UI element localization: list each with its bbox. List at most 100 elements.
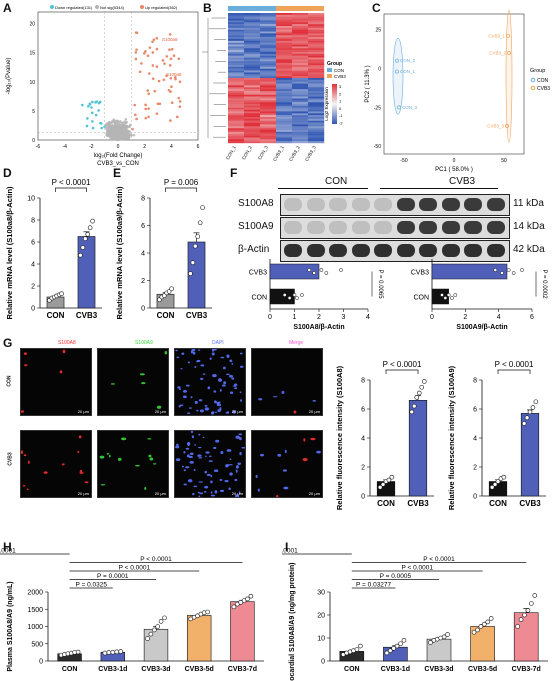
heatmap-cell <box>308 42 325 45</box>
heatmap-cell <box>308 63 325 66</box>
heatmap-cell <box>308 14 325 17</box>
wb-band <box>351 198 370 211</box>
heatmap-cell <box>260 59 277 62</box>
heatmap-cell <box>308 98 325 101</box>
x-tick-label: 4 <box>366 314 370 321</box>
heatmap-cell <box>228 63 245 66</box>
data-point <box>169 286 174 292</box>
cell-signal <box>210 411 215 415</box>
x-tick-label: 0 <box>268 314 272 321</box>
gene-point <box>97 101 101 105</box>
p-value: P = 0.0325 <box>75 582 107 589</box>
heatmap-cell <box>228 44 245 47</box>
heatmap-cell <box>228 81 245 84</box>
data-point <box>87 225 93 231</box>
scale-title: Log2 Expression <box>324 87 329 121</box>
cell-signal <box>187 361 190 364</box>
cell-signal <box>219 479 223 481</box>
wb-band <box>351 244 370 257</box>
y-tick-label: 1500 <box>27 607 43 614</box>
data-point <box>354 647 360 652</box>
heatmap-cell <box>292 100 309 103</box>
cell-signal <box>239 451 242 456</box>
heatmap-cell <box>292 115 309 118</box>
heatmap-cell <box>308 24 325 27</box>
x-axis-label: PC1 ( 58.0% ) <box>435 167 473 173</box>
data-point <box>411 403 417 409</box>
heatmap-cell <box>260 126 277 129</box>
heatmap-cell <box>244 46 261 49</box>
gene-point <box>87 104 90 108</box>
data-point <box>384 650 390 656</box>
plot-frame <box>383 13 525 155</box>
wb-band <box>306 198 325 211</box>
heatmap-cell <box>260 137 277 140</box>
cell-signal <box>211 352 215 356</box>
gene-point <box>168 33 172 36</box>
gene-point <box>110 136 114 140</box>
heatmap-cell <box>228 76 245 79</box>
heatmap-cell <box>228 40 245 43</box>
heatmap-cell <box>228 50 245 53</box>
cell-signal <box>176 443 179 447</box>
heatmap-cell <box>276 53 293 56</box>
cell-signal <box>226 354 230 358</box>
heatmap-cell <box>260 31 277 34</box>
cell-signal <box>220 356 225 359</box>
heatmap-cell <box>228 61 245 64</box>
category-label: CVB3-5d <box>185 666 214 673</box>
gene-point <box>85 124 89 128</box>
heatmap-cell <box>276 78 293 81</box>
category-label: CVB3 <box>76 311 98 320</box>
y-tick-label: 20 <box>317 613 325 620</box>
cell-signal <box>185 384 190 387</box>
heatmap-cell <box>244 72 261 75</box>
heatmap-cell <box>308 52 325 55</box>
heatmap-cell <box>276 117 293 120</box>
heatmap-cell <box>276 76 293 79</box>
heatmap-cell <box>244 98 261 101</box>
data-point <box>518 617 524 622</box>
heatmap-cell <box>228 16 245 19</box>
gene-point <box>134 57 138 61</box>
heatmap-cell <box>308 59 325 62</box>
gene-point <box>152 38 156 41</box>
cell-signal <box>199 409 204 413</box>
heatmap-cell <box>244 52 261 55</box>
data-point <box>358 643 363 649</box>
annotation-s100a9: S100a9 <box>162 37 178 42</box>
heatmap-cell <box>228 27 245 30</box>
micrograph-svg <box>175 349 244 415</box>
heatmap-cell <box>276 94 293 97</box>
wb-group-con: CON <box>325 176 348 187</box>
gene-point <box>156 102 160 106</box>
gene-point <box>90 111 94 115</box>
cell-signal <box>27 460 30 464</box>
micrograph: 20 μm <box>174 348 246 416</box>
gene-point <box>134 51 138 54</box>
cell-signal <box>185 466 190 469</box>
cell-signal <box>206 473 211 476</box>
bar <box>408 399 428 497</box>
wb-row-label: S100A8 <box>238 198 274 209</box>
wb-strip <box>280 217 510 239</box>
y-tick-label: -50 <box>374 144 381 150</box>
cell-signal <box>210 474 213 478</box>
gene-point <box>175 115 179 119</box>
heatmap-cell <box>276 113 293 116</box>
cell-signal <box>241 446 245 449</box>
heatmap-cell <box>276 24 293 27</box>
channel-label: S100A8 <box>58 340 76 346</box>
legend-swatch-cvb3 <box>327 74 332 78</box>
data-point <box>401 638 407 643</box>
x-tick-label: 2 <box>143 144 146 150</box>
heatmap-cell <box>260 39 277 42</box>
wb-size-label: 11 kDa <box>513 198 544 209</box>
cell-signal <box>100 484 106 486</box>
heatmap-cell <box>308 124 325 127</box>
heatmap-cell <box>292 117 309 120</box>
cell-signal <box>213 390 217 393</box>
heatmap-cell <box>260 35 277 38</box>
sample-label: CON_3 <box>402 105 418 110</box>
y-axis-label: Relative fluorescence intensity (S100A8) <box>335 365 344 510</box>
